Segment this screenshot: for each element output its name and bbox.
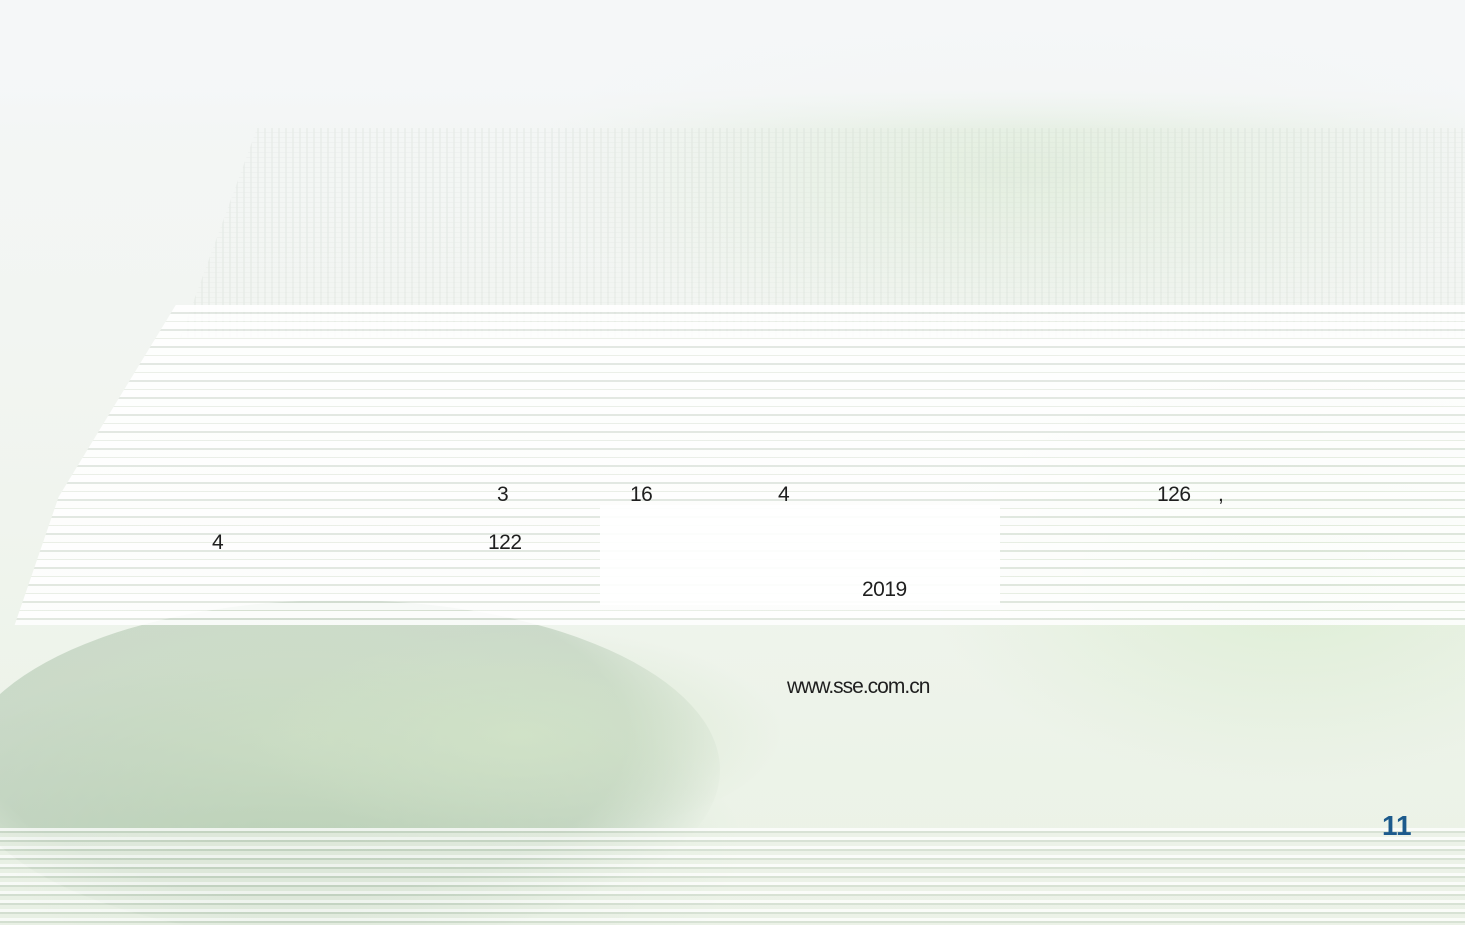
text-year: 2019 (862, 578, 907, 601)
background-leaf-shape-2 (260, 630, 780, 840)
text-comma: , (1218, 483, 1224, 506)
text-number-122: 122 (488, 531, 522, 554)
background-white-patch (600, 505, 1000, 605)
background-texture (180, 128, 1465, 338)
text-number-16: 16 (630, 483, 653, 506)
text-number-4: 4 (778, 483, 790, 506)
background-bottom-lines (0, 828, 1465, 925)
website-url: www.sse.com.cn (787, 675, 930, 698)
text-number-4-second: 4 (212, 531, 224, 554)
text-number-126: 126 (1157, 483, 1191, 506)
background-top-fade (0, 0, 1465, 130)
page-number: 11 (1382, 810, 1412, 841)
text-number-3: 3 (497, 483, 509, 506)
